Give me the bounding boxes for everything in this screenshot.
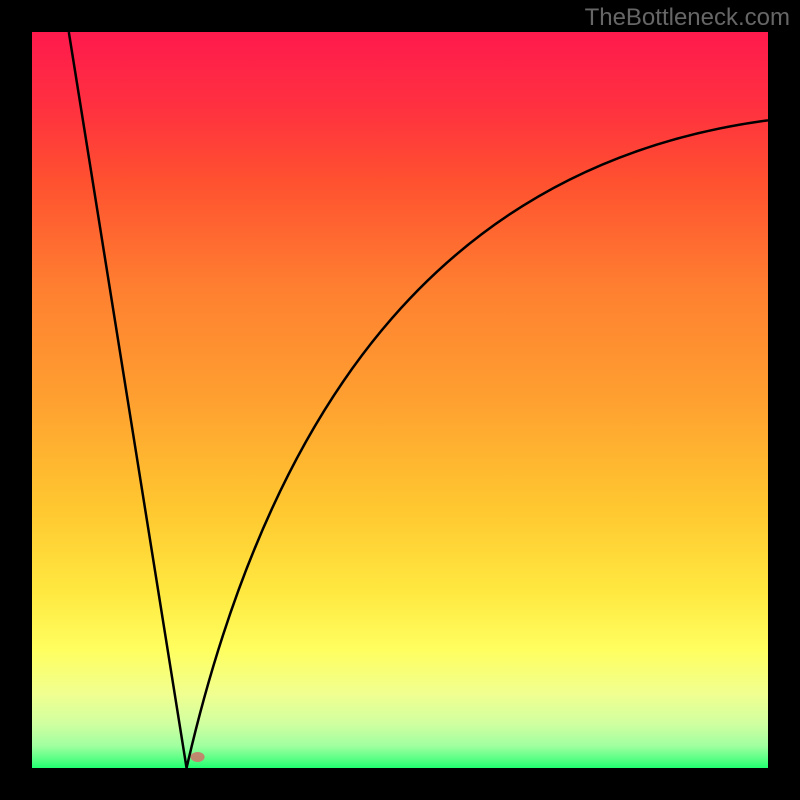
vertex-marker [191,752,205,762]
watermark-text: TheBottleneck.com [585,4,790,32]
plot-background [32,32,768,768]
chart-svg [0,0,800,800]
chart-frame: TheBottleneck.com [0,0,800,800]
